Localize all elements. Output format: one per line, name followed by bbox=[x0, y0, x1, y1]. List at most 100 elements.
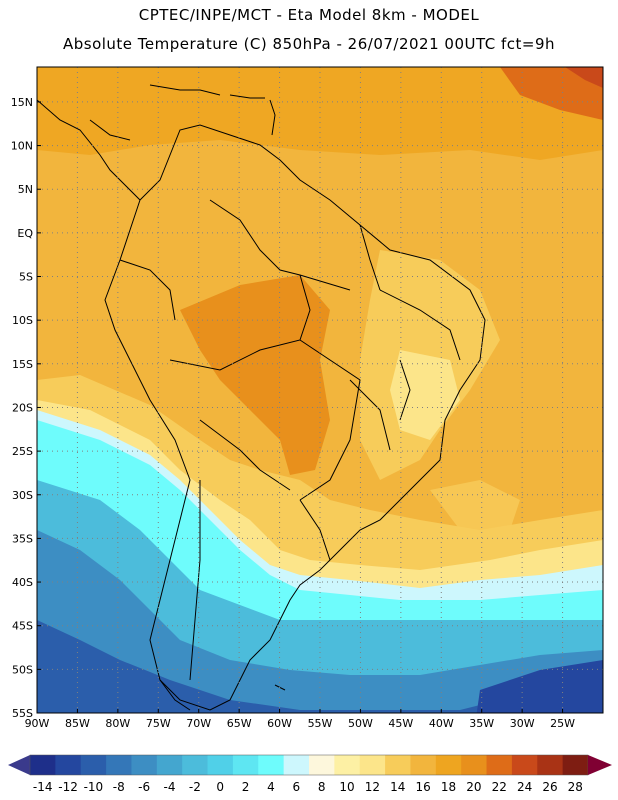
border-brazil-bolivia-peru bbox=[169, 274, 311, 371]
colorbar-label: -12 bbox=[58, 780, 78, 794]
lat-label: 10S bbox=[12, 314, 33, 327]
border-chile-argentina bbox=[189, 480, 201, 681]
lon-label: 50W bbox=[348, 717, 373, 730]
lon-label: 55W bbox=[308, 717, 333, 730]
colorbar-swatch bbox=[55, 755, 82, 775]
band-blue bbox=[37, 530, 603, 713]
lat-label: 30S bbox=[12, 489, 33, 502]
colorbar-swatch bbox=[156, 755, 183, 775]
band-blue-dark bbox=[37, 620, 603, 713]
map-field bbox=[37, 67, 603, 713]
border-brazil-states-1 bbox=[399, 359, 411, 421]
caribbean-island-2 bbox=[229, 94, 265, 99]
longitude-labels: 90W 85W 80W 75W 70W 65W 60W 55W 50W 45W 40W 35W 30W 2… bbox=[25, 717, 576, 730]
colorbar-swatch bbox=[486, 755, 513, 775]
hot-interior bbox=[180, 275, 330, 475]
lon-label: 45W bbox=[388, 717, 413, 730]
lon-label: 90W bbox=[25, 717, 50, 730]
colorbar-label: -8 bbox=[113, 780, 125, 794]
colorbar-label: 0 bbox=[216, 780, 224, 794]
lat-label: 45S bbox=[12, 620, 33, 633]
south-america-outline bbox=[104, 124, 486, 711]
colorbar-label: 22 bbox=[492, 780, 507, 794]
tierra-del-fuego bbox=[159, 679, 191, 711]
temperature-map: 15N 10N 5N EQ 5S 10S 15S 20S 25S 30S 35S 40S 45S 50S 5… bbox=[11, 66, 604, 730]
colorbar-swatch bbox=[283, 755, 310, 775]
central-america-north bbox=[89, 119, 131, 141]
hot-spot-ne bbox=[500, 67, 603, 120]
title-line-2: Absolute Temperature (C) 850hPa - 26/07/… bbox=[62, 35, 556, 53]
ocean-warm-patch bbox=[430, 480, 520, 530]
colorbar-swatch bbox=[334, 755, 361, 775]
border-guianas bbox=[359, 224, 381, 291]
lat-label: 40S bbox=[12, 576, 33, 589]
colorbar-label: 12 bbox=[365, 780, 380, 794]
lon-label: 85W bbox=[65, 717, 90, 730]
colorbar-swatch bbox=[182, 755, 209, 775]
lat-label: EQ bbox=[17, 227, 33, 240]
colorbar-swatch bbox=[461, 755, 488, 775]
lon-label: 70W bbox=[186, 717, 211, 730]
axis-ticks bbox=[36, 101, 564, 714]
colorbar-label: 8 bbox=[318, 780, 326, 794]
border-colombia-venezuela bbox=[209, 199, 351, 291]
lat-label: 35S bbox=[12, 532, 33, 545]
colorbar-swatch bbox=[410, 755, 437, 775]
lat-label: 55S bbox=[12, 707, 33, 720]
colorbar-label: 28 bbox=[568, 780, 583, 794]
border-brazil-states-2 bbox=[349, 379, 391, 451]
colorbar-label: 16 bbox=[415, 780, 430, 794]
border-brazil-northeast-states bbox=[379, 289, 461, 361]
lon-label: 80W bbox=[105, 717, 130, 730]
colorbar-swatch bbox=[30, 755, 56, 775]
colorbar-label: 24 bbox=[517, 780, 532, 794]
colorbar-swatch bbox=[207, 755, 234, 775]
lat-label: 15N bbox=[11, 96, 33, 109]
colorbar-swatch bbox=[385, 755, 411, 775]
lon-label: 60W bbox=[267, 717, 292, 730]
colorbar-label: -14 bbox=[33, 780, 53, 794]
lat-label: 15S bbox=[12, 358, 33, 371]
lat-label: 50S bbox=[12, 663, 33, 676]
colorbar-label: -10 bbox=[84, 780, 104, 794]
lat-label: 25S bbox=[12, 445, 33, 458]
border-uruguay bbox=[299, 499, 331, 561]
hot-spot-ne-core bbox=[565, 67, 603, 88]
colorbar-swatch bbox=[131, 755, 158, 775]
lon-label: 25W bbox=[550, 717, 575, 730]
border-brazil-paraguay bbox=[299, 339, 361, 501]
colorbar-swatch bbox=[80, 755, 107, 775]
border-ecuador-peru bbox=[119, 259, 176, 321]
lon-label: 40W bbox=[429, 717, 454, 730]
colorbar-label: 2 bbox=[242, 780, 250, 794]
colorbar-swatch bbox=[106, 755, 132, 775]
colorbar-label: 26 bbox=[542, 780, 557, 794]
lon-label: 35W bbox=[469, 717, 494, 730]
colorbar-right-cap bbox=[588, 755, 612, 775]
colorbar-label: 14 bbox=[390, 780, 405, 794]
colorbar-label: 6 bbox=[292, 780, 300, 794]
colorbar-swatch bbox=[359, 755, 386, 775]
colorbar-label: -6 bbox=[138, 780, 150, 794]
colorbar-label: 18 bbox=[441, 780, 456, 794]
colorbar: -14 -12 -10 -8 -6 -4 -2 0 2 4 6 8 10 12 14 16 18 20 22 24 26… bbox=[8, 754, 612, 794]
lon-label: 65W bbox=[227, 717, 252, 730]
lat-label: 10N bbox=[11, 140, 33, 153]
colorbar-label: 10 bbox=[339, 780, 354, 794]
east-pale-yellow bbox=[390, 350, 460, 440]
colorbar-swatch bbox=[562, 755, 589, 775]
colorbar-swatch bbox=[435, 755, 462, 775]
central-america-coast bbox=[37, 99, 141, 201]
title-line-1: CPTEC/INPE/MCT - Eta Model 8km - MODEL bbox=[138, 6, 480, 24]
colorbar-label: 20 bbox=[466, 780, 481, 794]
lat-label: 5N bbox=[18, 183, 33, 196]
colorbar-labels: -14 -12 -10 -8 -6 -4 -2 0 2 4 6 8 10 12 14 16 18 20 22 24 26… bbox=[33, 780, 583, 794]
colorbar-swatch bbox=[511, 755, 538, 775]
lon-label: 75W bbox=[146, 717, 171, 730]
colorbar-swatch bbox=[537, 755, 564, 775]
lat-label: 5S bbox=[19, 271, 33, 284]
colorbar-swatch bbox=[309, 755, 335, 775]
lon-label: 30W bbox=[510, 717, 535, 730]
colorbar-label: -2 bbox=[189, 780, 201, 794]
colorbar-swatches bbox=[29, 754, 589, 776]
